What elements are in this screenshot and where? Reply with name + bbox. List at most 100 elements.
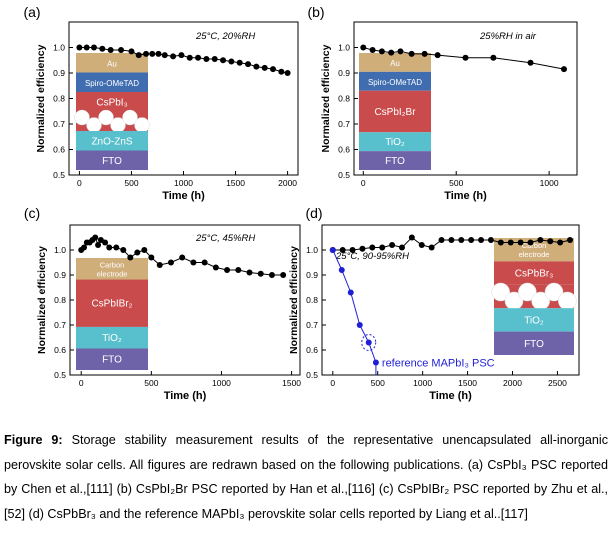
- data-point: [83, 44, 90, 51]
- data-point: [338, 267, 345, 273]
- nanoparticle-sphere: [491, 282, 510, 302]
- data-point: [359, 245, 366, 252]
- data-point: [349, 247, 356, 253]
- data-point: [365, 339, 372, 346]
- chart-panel-1: Au Spiro-OMeTAD CsPbI₃ ZnO-ZnS FTO 0 500 1000 15…: [23, 4, 299, 202]
- data-point: [468, 237, 475, 243]
- data-point: [149, 50, 156, 57]
- x-tick-label: 0: [361, 178, 366, 188]
- data-point: [560, 66, 567, 73]
- device-layer-label: ZnO-ZnS: [91, 136, 132, 147]
- data-point: [148, 254, 155, 261]
- y-tick-label: 1.0: [338, 43, 350, 53]
- data-point: [408, 234, 415, 241]
- y-tick-label: 0.8: [306, 295, 318, 305]
- data-point: [397, 48, 404, 55]
- device-layer: [359, 132, 431, 152]
- x-tick-label: 0: [79, 378, 84, 388]
- device-layer-label: Carbon: [522, 241, 547, 250]
- data-point: [339, 247, 346, 253]
- device-layer: [76, 150, 148, 170]
- data-point: [76, 44, 83, 51]
- data-point: [487, 237, 494, 243]
- data-point: [507, 239, 514, 246]
- data-point: [257, 270, 264, 277]
- device-layer: [359, 71, 431, 91]
- data-point: [167, 259, 174, 266]
- data-point: [113, 244, 120, 251]
- x-axis-label: Time (h): [164, 390, 207, 402]
- y-tick-label: 0.6: [306, 345, 318, 355]
- figure-caption: Figure 9: Storage stability measurement …: [4, 428, 608, 526]
- x-tick-label: 500: [144, 378, 158, 388]
- y-axis-label: Normalized efficiency: [36, 246, 48, 354]
- x-tick-label: 1500: [282, 378, 301, 388]
- data-point: [329, 247, 336, 253]
- data-point: [360, 44, 367, 51]
- x-tick-label: 1000: [174, 178, 193, 188]
- data-point: [178, 52, 185, 59]
- data-point: [102, 239, 109, 246]
- x-tick-label: 1000: [413, 378, 432, 388]
- data-point: [408, 50, 415, 57]
- data-point: [389, 242, 396, 248]
- series-line: [332, 249, 377, 363]
- data-point: [236, 59, 243, 66]
- x-tick-label: 500: [124, 178, 138, 188]
- data-point: [246, 269, 253, 276]
- data-point: [388, 49, 395, 56]
- x-tick-label: 0: [77, 178, 82, 188]
- data-point: [170, 53, 177, 60]
- panel-label: (c): [24, 205, 40, 221]
- data-point: [379, 244, 386, 251]
- nanoparticle-sphere: [134, 117, 150, 133]
- data-point: [527, 59, 534, 66]
- data-point: [421, 50, 428, 57]
- data-point: [356, 322, 363, 328]
- data-point: [135, 52, 142, 59]
- device-layer: [76, 279, 148, 327]
- device-layer-label: electrode: [519, 250, 550, 259]
- data-point: [547, 238, 554, 245]
- x-tick-label: 1000: [540, 178, 559, 188]
- data-point: [127, 254, 134, 261]
- x-tick-label: 2000: [278, 178, 297, 188]
- highlight-ellipse: [361, 334, 377, 351]
- condition-annotation: 25%RH in air: [479, 31, 537, 42]
- data-point: [107, 47, 114, 54]
- data-point: [261, 64, 268, 71]
- data-point: [245, 61, 252, 68]
- data-point: [448, 237, 455, 243]
- y-tick-label: 0.7: [53, 119, 65, 129]
- device-layer-label: CsPbI₃: [96, 97, 127, 108]
- y-tick-label: 0.8: [54, 295, 66, 305]
- y-tick-label: 1.0: [306, 245, 318, 255]
- device-layer: [76, 326, 148, 349]
- nanoparticle-sphere: [518, 282, 537, 302]
- condition-annotation: 25°C, 45%RH: [195, 233, 255, 244]
- data-point: [278, 68, 285, 75]
- data-point: [280, 272, 287, 278]
- data-point: [141, 247, 148, 253]
- y-tick-label: 0.5: [306, 370, 318, 380]
- data-point: [478, 237, 485, 243]
- data-point: [567, 237, 574, 243]
- data-point: [179, 254, 186, 261]
- y-tick-label: 0.5: [53, 170, 65, 180]
- device-layer-label: CsPbBr₃: [515, 269, 554, 280]
- data-point: [557, 239, 564, 246]
- x-axis-label: Time (h): [444, 190, 487, 202]
- data-point: [224, 267, 231, 273]
- device-layer-label: FTO: [102, 355, 122, 366]
- x-tick-label: 2000: [503, 378, 522, 388]
- device-layer: [359, 53, 431, 72]
- data-point: [81, 244, 88, 251]
- data-point: [527, 239, 534, 246]
- data-point: [134, 249, 141, 256]
- x-tick-label: 0: [330, 378, 335, 388]
- x-tick-label: 1000: [212, 378, 231, 388]
- data-point: [268, 272, 275, 278]
- device-layer-label: FTO: [385, 156, 405, 167]
- data-point: [190, 259, 197, 266]
